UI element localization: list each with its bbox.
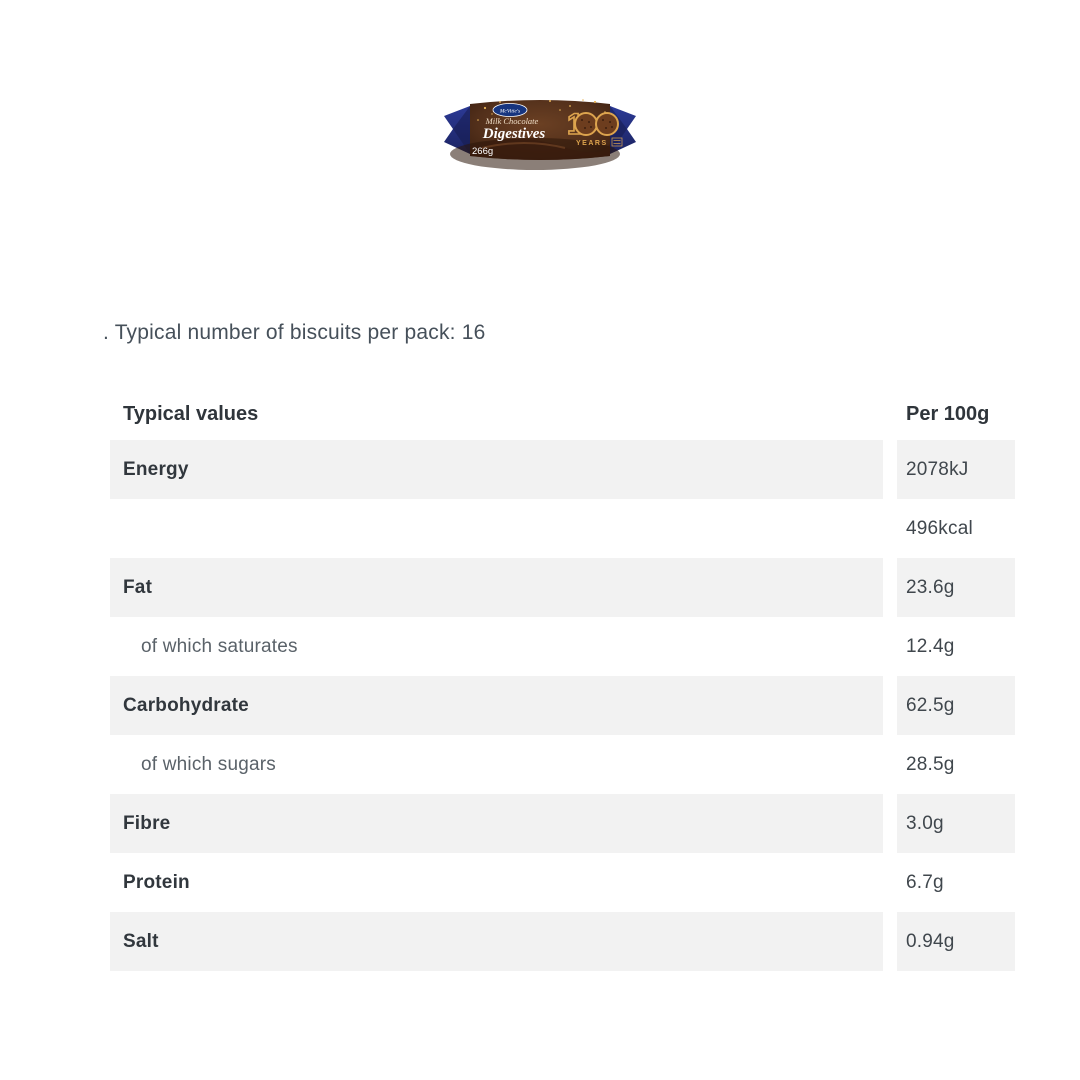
table-row-salt: Salt 0.94g (110, 912, 1015, 971)
row-value: 0.94g (906, 930, 955, 952)
row-label: Carbohydrate (123, 694, 249, 716)
column-gap (883, 558, 897, 617)
row-label: of which sugars (141, 753, 277, 775)
table-row-energy: Energy 2078kJ (110, 440, 1015, 499)
row-label: Fibre (123, 812, 171, 834)
product-name-text: Digestives (482, 126, 546, 142)
row-label: of which saturates (141, 635, 298, 657)
column-gap (883, 676, 897, 735)
row-value: 2078kJ (906, 458, 969, 480)
anniversary-years-text: YEARS (576, 140, 608, 147)
pack-weight-text: 266g (472, 146, 493, 157)
row-label: Salt (123, 930, 159, 952)
digestives-pack-illustration: McVitie's Milk Chocolate Digestives 1 YE… (444, 99, 636, 170)
biscuits-per-pack-text: . Typical number of biscuits per pack: 1… (103, 321, 486, 344)
row-value: 3.0g (906, 812, 944, 834)
column-gap (883, 794, 897, 853)
nutrition-table: Typical values Per 100g Energy 2078kJ 49… (110, 388, 1015, 971)
column-gap (883, 388, 897, 440)
table-row-energy-kcal: 496kcal (110, 499, 1015, 558)
row-value: 23.6g (906, 576, 955, 598)
gold-sparkles (477, 99, 606, 121)
table-row-protein: Protein 6.7g (110, 853, 1015, 912)
table-row-fibre: Fibre 3.0g (110, 794, 1015, 853)
table-row-carbohydrate: Carbohydrate 62.5g (110, 676, 1015, 735)
product-image: McVitie's Milk Chocolate Digestives 1 YE… (440, 88, 640, 172)
row-value: 6.7g (906, 871, 944, 893)
row-value: 62.5g (906, 694, 955, 716)
table-header-value: Per 100g (897, 388, 1015, 440)
row-label: Protein (123, 871, 190, 893)
column-gap (883, 735, 897, 794)
variety-text: Milk Chocolate (485, 116, 539, 126)
row-label: Energy (123, 458, 189, 480)
mcvities-logo (492, 103, 528, 117)
table-row-fat: Fat 23.6g (110, 558, 1015, 617)
column-gap (883, 853, 897, 912)
table-header-row: Typical values Per 100g (110, 388, 1015, 440)
row-label: Fat (123, 576, 153, 598)
wrapper-left-end-shadow (453, 106, 470, 154)
column-gap (883, 440, 897, 499)
anniversary-emblem: 1 YEARS (566, 107, 623, 147)
table-row-saturates: of which saturates 12.4g (110, 617, 1015, 676)
column-gap (883, 912, 897, 971)
column-gap (883, 499, 897, 558)
row-value: 12.4g (906, 635, 955, 657)
row-value: 28.5g (906, 753, 955, 775)
table-row-sugars: of which sugars 28.5g (110, 735, 1015, 794)
table-header-label: Typical values (110, 388, 883, 440)
column-gap (883, 617, 897, 676)
mcvities-logo-text: McVitie's (499, 109, 520, 115)
row-value: 496kcal (906, 517, 973, 539)
